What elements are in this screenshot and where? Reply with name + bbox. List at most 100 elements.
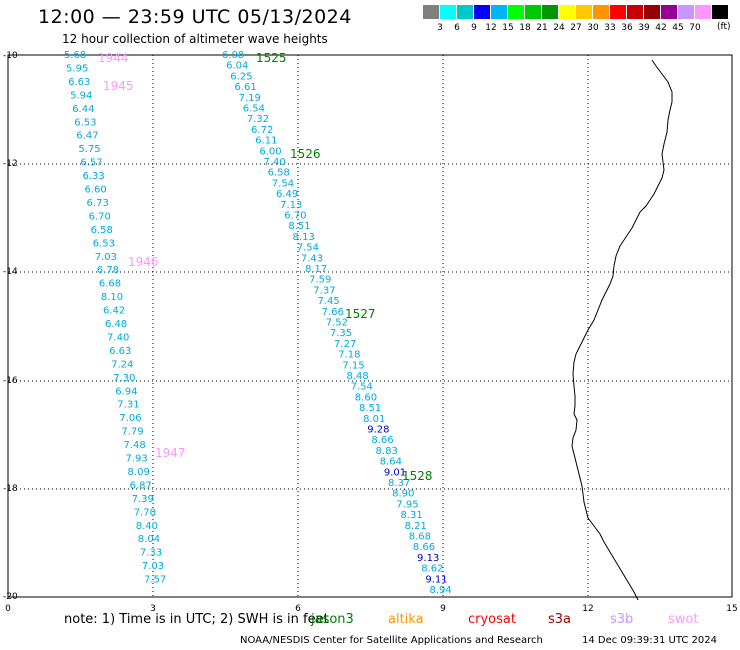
track-value-label: 8.40 [136,521,158,532]
track-value-label: 6.42 [103,306,125,317]
page-title: 12:00 — 23:59 UTC 05/13/2024 [38,6,352,28]
legend-swatch [610,5,626,19]
track-value-label: 5.75 [78,144,100,155]
track-value-label: 7.59 [309,275,331,286]
track-value-label: 8.17 [305,264,327,275]
track-value-label: 6.87 [130,480,152,491]
track-value-label: 7.66 [322,307,344,318]
track-value-label: 8.66 [413,542,435,553]
track-value-label: 8.10 [101,292,123,303]
track-value-label: 6.57 [80,158,102,169]
legend-swatch [678,5,694,19]
legend-swatch [491,5,507,19]
pass-number-label: 1525 [256,51,287,65]
track-value-label: 6.53 [74,117,96,128]
track-value-label: 7.54 [297,243,319,254]
track-value-label: 7.40 [264,157,286,168]
track-value-label: 8.37 [388,478,410,489]
pass-number-label: 1526 [290,147,321,161]
satellite-label-altika: altika [388,612,424,627]
track-value-label: 8.13 [293,232,315,243]
legend-swatch [644,5,660,19]
track-value-label: 7.15 [342,360,364,371]
legend-label: 42 [655,23,667,33]
track-value-label: 6.54 [243,104,265,115]
legend-label: 24 [553,23,565,33]
track-value-label: 7.39 [132,494,154,505]
satellite-label-jason3: jason3 [311,612,354,627]
track-value-label: 7.13 [280,200,302,211]
track-value-label: 6.11 [255,136,277,147]
legend-label: 39 [638,23,650,33]
track-value-label: 7.27 [334,339,356,350]
legend-label: 27 [570,23,582,33]
track-value-label: 6.68 [99,279,121,290]
track-value-label: 9.11 [425,574,447,585]
track-value-label: 8.94 [430,585,452,596]
track-value-label: 6.73 [87,198,109,209]
generated-timestamp: 14 Dec 09:39:31 UTC 2024 [582,635,717,646]
track-value-label: 7.24 [111,359,133,370]
legend-swatch [576,5,592,19]
x-tick-label: 3 [150,604,156,614]
track-value-label: 7.31 [117,400,139,411]
y-tick-label: -12 [3,159,18,169]
track-value-label: 6.25 [230,71,252,82]
x-tick-label: 12 [582,604,593,614]
track-value-label: 7.03 [95,252,117,263]
track-value-label: 7.70 [134,507,156,518]
track-value-label: 8.48 [347,371,369,382]
footnote: note: 1) Time is in UTC; 2) SWH is in fe… [64,612,329,627]
track-value-label: 7.30 [113,373,135,384]
track-value-label: 9.01 [384,467,406,478]
legend-swatch [457,5,473,19]
legend-swatch [542,5,558,19]
track-value-label: 7.95 [396,499,418,510]
track-value-label: 6.04 [226,61,248,72]
track-value-label: 6.53 [93,238,115,249]
pass-number-label: 1947 [155,446,186,460]
legend-swatch [661,5,677,19]
track-value-label: 6.72 [251,125,273,136]
track-value-label: 7.33 [140,548,162,559]
y-tick-label: -16 [3,376,18,386]
credit-line: NOAA/NESDIS Center for Satellite Applica… [240,635,543,646]
track-value-label: 8.68 [409,532,431,543]
track-value-label: 8.66 [371,435,393,446]
track-value-label: 6.58 [268,168,290,179]
satellite-label-s3b: s3b [610,612,634,627]
track-value-label: 8.31 [400,510,422,521]
track-value-label: 7.45 [317,296,339,307]
legend-label: 12 [485,23,497,33]
track-value-label: 6.70 [89,211,111,222]
track-value-label: 8.04 [138,534,160,545]
coastline [571,59,673,601]
legend-label: 33 [604,23,616,33]
track-value-label: 8.90 [392,489,414,500]
page-subtitle: 12 hour collection of altimeter wave hei… [62,32,328,46]
track-value-label: 8.62 [421,564,443,575]
track-value-label: 7.93 [126,454,148,465]
track-value-label: 5.68 [64,50,86,61]
y-tick-label: -20 [3,592,18,602]
x-tick-label: 9 [440,604,446,614]
track-value-label: 6.70 [284,211,306,222]
pass-number-label: 1945 [103,79,134,93]
track-value-label: 7.79 [121,427,143,438]
legend-label: 45 [672,23,684,33]
y-tick-label: -18 [3,484,18,494]
legend-swatch [559,5,575,19]
track-value-label: 6.44 [72,104,94,115]
track-value-label: 7.52 [326,318,348,329]
x-tick-label: 0 [5,604,11,614]
pass-number-label: 1944 [98,51,129,65]
track-value-label: 6.08 [222,50,244,61]
track-value-label: 7.54 [272,178,294,189]
track-value-label: 6.61 [234,82,256,93]
legend-label: 9 [471,23,477,33]
track-value-label: 7.40 [107,332,129,343]
legend-label: 30 [587,23,599,33]
legend-swatch [712,5,728,19]
track-value-label: 9.28 [367,425,389,436]
pass-number-label: 1946 [128,255,159,269]
